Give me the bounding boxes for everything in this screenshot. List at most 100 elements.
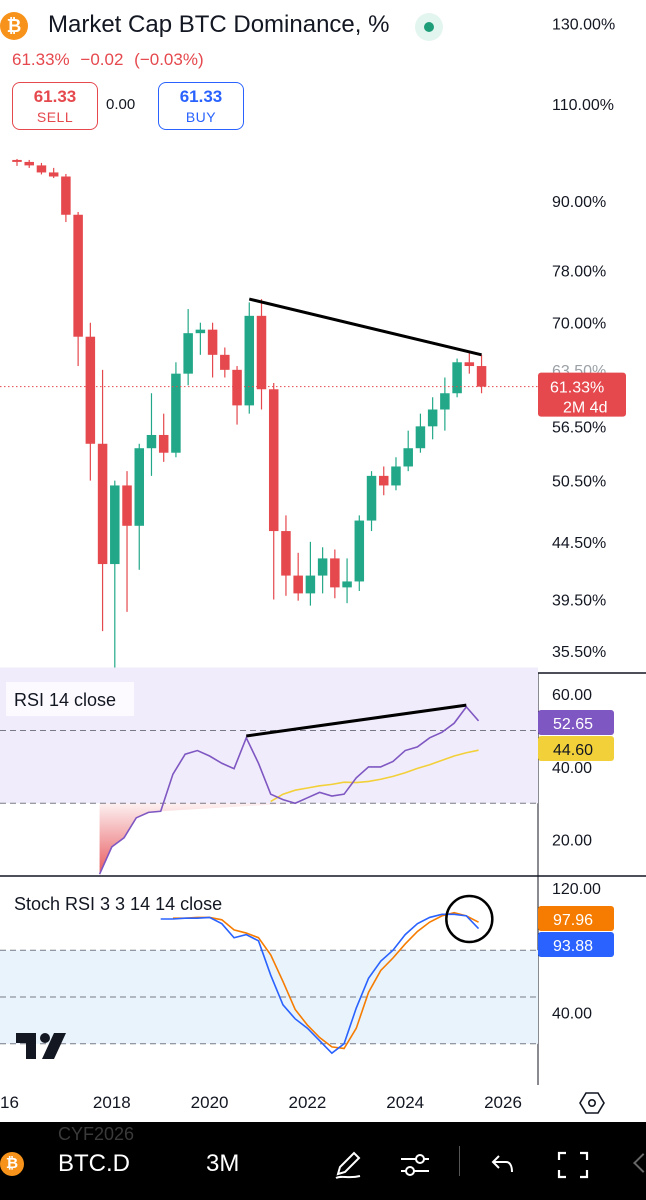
candle-up (110, 485, 120, 565)
rsi-axis-tick: 20.00 (552, 833, 592, 850)
candle-down (293, 575, 303, 594)
price-quote: 61.33% −0.02 (−0.03%) (12, 50, 210, 70)
last-price-axis-label: 61.33% (550, 380, 604, 397)
chart-settings-hexagon-icon[interactable] (579, 1090, 605, 1116)
price-axis-tick: 56.50% (552, 419, 606, 436)
stoch-background-band (0, 950, 538, 1044)
stoch-d-value-label: 97.96 (553, 912, 593, 929)
candle-up (427, 409, 438, 427)
candle-up (342, 581, 352, 588)
stoch-axis-tick: 40.00 (552, 1006, 592, 1023)
time-axis-tick: 16 (0, 1093, 19, 1112)
chart-canvas[interactable]: 130.00% 110.00% 90.00% 78.00% 70.00% 56.50% 50… (0, 0, 646, 1122)
buy-label: BUY (185, 109, 217, 125)
candle-up (171, 373, 181, 453)
candle-up (403, 448, 413, 467)
candle-down (379, 475, 389, 486)
time-axis-tick: 2026 (484, 1093, 522, 1112)
tradingview-logo-icon (16, 1033, 66, 1059)
candle-down (12, 159, 22, 162)
symbol-selector[interactable]: BTC.D (58, 1150, 130, 1177)
rsi-line (98, 705, 480, 875)
candle-up (415, 426, 426, 449)
candle-down (61, 176, 71, 215)
candle-down (330, 558, 340, 588)
stoch-k-value-label-badge (538, 932, 614, 957)
rsi-value-label: 52.65 (553, 716, 593, 733)
price-axis-tick: 110.00% (552, 97, 614, 114)
candle-down (36, 165, 47, 173)
candle-up (183, 333, 193, 374)
time-axis-tick: 2024 (386, 1093, 424, 1112)
undo-icon[interactable] (484, 1148, 520, 1182)
stoch-axis-tick: 120.00 (552, 881, 601, 898)
stoch-title: Stoch RSI 3 3 14 14 close (14, 894, 222, 914)
last-price-badge (538, 372, 626, 417)
background-watchlist-symbol: CYF2026 (58, 1124, 135, 1144)
bitcoin-logo-icon: ₿ (0, 12, 28, 40)
price-axis-tick: 35.50% (552, 644, 606, 661)
candle-up (317, 558, 328, 576)
stoch-d-line (172, 911, 479, 1050)
bitcoin-logo-icon: ₿ (0, 1152, 24, 1176)
candle-down (256, 315, 267, 390)
candle-up (244, 315, 255, 406)
rsi-ma-value-label: 44.60 (553, 742, 593, 759)
rsi-title-bg (6, 682, 134, 716)
time-axis-tick: 2022 (288, 1093, 326, 1112)
toolbar-divider (459, 1146, 460, 1176)
rsi-axis-tick: 60.00 (552, 687, 592, 704)
candle-up (305, 575, 316, 594)
stoch-highlight-circle (445, 894, 494, 944)
price-axis-tick: 39.50% (552, 592, 606, 609)
candle-down (24, 161, 34, 166)
candle-down (97, 443, 108, 565)
market-open-status-icon[interactable] (415, 13, 443, 41)
rsi-oversold-fill (99, 803, 296, 875)
candle-down (48, 172, 59, 177)
buy-button[interactable]: 61.33 BUY (158, 82, 244, 130)
stoch-d-value-label-badge (538, 906, 614, 931)
fullscreen-icon[interactable] (555, 1148, 591, 1182)
buy-price: 61.33 (179, 87, 223, 106)
candle-down (464, 362, 475, 367)
candle-up (391, 466, 401, 486)
rsi-value-label-badge (538, 710, 614, 735)
candle-up (452, 362, 462, 394)
overflow-edge (633, 1153, 646, 1173)
price-axis-tick: 78.00% (552, 263, 606, 280)
stoch-k-value-label: 93.88 (553, 938, 593, 955)
price-change: −0.02 (80, 50, 124, 69)
candle-up (354, 520, 365, 582)
rsi-ma-value-label-badge (538, 736, 614, 761)
rsi-title: RSI 14 close (14, 690, 116, 710)
rsi-axis-tick: 40.00 (552, 760, 592, 777)
rsi-ma-line (270, 749, 479, 803)
candle-down (73, 214, 83, 337)
symbol-title[interactable]: Market Cap BTC Dominance, % (48, 11, 390, 38)
candle-down (281, 531, 291, 576)
candle-down (158, 434, 169, 453)
bottom-toolbar: CYF2026 ₿ BTC.D 3M (0, 1122, 646, 1200)
candle-up (366, 475, 377, 521)
spread-value: 0.00 (106, 96, 136, 113)
sliders-icon[interactable] (397, 1148, 433, 1182)
sell-button[interactable]: 61.33 SELL (12, 82, 98, 130)
candle-up (146, 434, 157, 449)
candle-down (268, 389, 279, 532)
candle-up (195, 329, 206, 334)
pencil-icon[interactable] (330, 1148, 366, 1182)
bar-countdown-label: 2M 4d (563, 400, 607, 417)
price-axis-tick: 50.50% (552, 474, 606, 491)
time-axis-tick: 2018 (93, 1093, 131, 1112)
price-trendline (248, 297, 482, 357)
candle-down (232, 369, 242, 406)
candle-down (207, 329, 218, 355)
interval-selector[interactable]: 3M (206, 1150, 240, 1177)
price-axis-tick: 70.00% (552, 316, 606, 333)
price-axis-tick: 44.50% (552, 535, 606, 552)
candle-up (134, 448, 144, 526)
stoch-k-line (160, 913, 480, 1055)
sell-price: 61.33 (33, 87, 77, 106)
